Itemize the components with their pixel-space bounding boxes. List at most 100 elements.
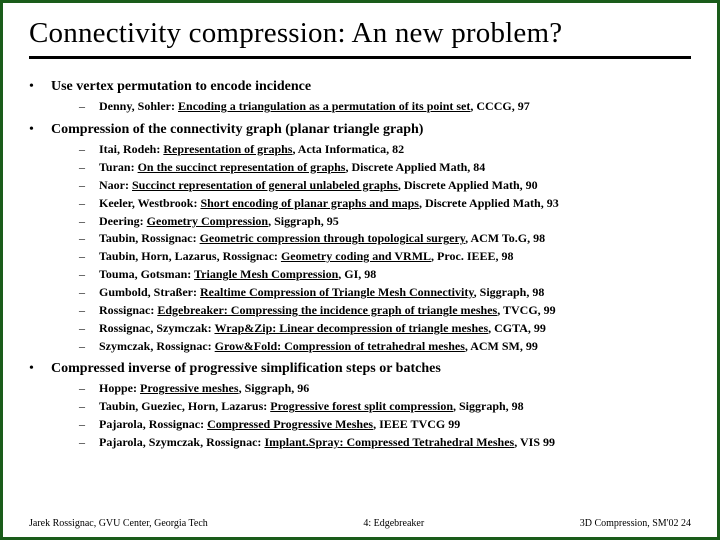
reference-text: Taubin, Gueziec, Horn, Lazarus: Progress… bbox=[99, 398, 691, 415]
ref-authors: Touma, Gotsman: bbox=[99, 267, 191, 281]
ref-authors: Pajarola, Rossignac: bbox=[99, 417, 204, 431]
reference-text: Denny, Sohler: Encoding a triangulation … bbox=[99, 98, 691, 115]
ref-title: Implant.Spray: Compressed Tetrahedral Me… bbox=[264, 435, 514, 449]
dash-icon: – bbox=[79, 248, 99, 265]
ref-authors: Taubin, Horn, Lazarus, Rossignac: bbox=[99, 249, 278, 263]
ref-title: Encoding a triangulation as a permutatio… bbox=[178, 99, 470, 113]
reference-text: Szymczak, Rossignac: Grow&Fold: Compress… bbox=[99, 338, 691, 355]
ref-venue: , CGTA, 99 bbox=[488, 321, 546, 335]
reference-text: Naor: Succinct representation of general… bbox=[99, 177, 691, 194]
dash-icon: – bbox=[79, 195, 99, 212]
dash-icon: – bbox=[79, 302, 99, 319]
reference-text: Taubin, Horn, Lazarus, Rossignac: Geomet… bbox=[99, 248, 691, 265]
ref-venue: , TVCG, 99 bbox=[497, 303, 555, 317]
reference-item: –Turan: On the succinct representation o… bbox=[29, 159, 691, 176]
ref-title: Geometric compression through topologica… bbox=[200, 231, 466, 245]
dash-icon: – bbox=[79, 266, 99, 283]
reference-text: Taubin, Rossignac: Geometric compression… bbox=[99, 230, 691, 247]
ref-venue: , Siggraph, 96 bbox=[239, 381, 310, 395]
dash-icon: – bbox=[79, 416, 99, 433]
ref-title: Succinct representation of general unlab… bbox=[132, 178, 398, 192]
slide-footer: Jarek Rossignac, GVU Center, Georgia Tec… bbox=[29, 518, 691, 529]
reference-item: –Touma, Gotsman: Triangle Mesh Compressi… bbox=[29, 266, 691, 283]
dash-icon: – bbox=[79, 398, 99, 415]
reference-text: Pajarola, Rossignac: Compressed Progress… bbox=[99, 416, 691, 433]
ref-venue: , Discrete Applied Math, 84 bbox=[345, 160, 485, 174]
reference-item: –Taubin, Rossignac: Geometric compressio… bbox=[29, 230, 691, 247]
ref-authors: Gumbold, Straßer: bbox=[99, 285, 197, 299]
reference-item: –Naor: Succinct representation of genera… bbox=[29, 177, 691, 194]
footer-right: 3D Compression, SM'02 24 bbox=[580, 518, 691, 529]
reference-text: Rossignac: Edgebreaker: Compressing the … bbox=[99, 302, 691, 319]
ref-authors: Itai, Rodeh: bbox=[99, 142, 160, 156]
ref-title: On the succinct representation of graphs bbox=[138, 160, 346, 174]
dash-icon: – bbox=[79, 98, 99, 115]
reference-text: Turan: On the succinct representation of… bbox=[99, 159, 691, 176]
ref-title: Grow&Fold: Compression of tetrahedral me… bbox=[215, 339, 465, 353]
reference-item: –Itai, Rodeh: Representation of graphs, … bbox=[29, 141, 691, 158]
reference-item: –Pajarola, Rossignac: Compressed Progres… bbox=[29, 416, 691, 433]
dash-icon: – bbox=[79, 284, 99, 301]
ref-authors: Taubin, Rossignac: bbox=[99, 231, 197, 245]
reference-item: –Rossignac: Edgebreaker: Compressing the… bbox=[29, 302, 691, 319]
bullet-icon: • bbox=[29, 359, 51, 379]
ref-authors: Naor: bbox=[99, 178, 129, 192]
ref-venue: , ACM To.G, 98 bbox=[465, 231, 545, 245]
ref-title: Short encoding of planar graphs and maps bbox=[200, 196, 419, 210]
section-heading: •Compressed inverse of progressive simpl… bbox=[29, 359, 691, 379]
ref-authors: Keeler, Westbrook: bbox=[99, 196, 197, 210]
reference-item: –Taubin, Horn, Lazarus, Rossignac: Geome… bbox=[29, 248, 691, 265]
reference-item: –Deering: Geometry Compression, Siggraph… bbox=[29, 213, 691, 230]
dash-icon: – bbox=[79, 338, 99, 355]
reference-text: Gumbold, Straßer: Realtime Compression o… bbox=[99, 284, 691, 301]
ref-title: Progressive meshes bbox=[140, 381, 239, 395]
reference-item: –Pajarola, Szymczak, Rossignac: Implant.… bbox=[29, 434, 691, 451]
reference-text: Pajarola, Szymczak, Rossignac: Implant.S… bbox=[99, 434, 691, 451]
reference-item: –Keeler, Westbrook: Short encoding of pl… bbox=[29, 195, 691, 212]
dash-icon: – bbox=[79, 434, 99, 451]
ref-title: Edgebreaker: Compressing the incidence g… bbox=[157, 303, 497, 317]
reference-item: –Gumbold, Straßer: Realtime Compression … bbox=[29, 284, 691, 301]
ref-venue: , Discrete Applied Math, 90 bbox=[398, 178, 538, 192]
reference-item: –Rossignac, Szymczak: Wrap&Zip: Linear d… bbox=[29, 320, 691, 337]
spacer bbox=[29, 59, 691, 73]
ref-authors: Taubin, Gueziec, Horn, Lazarus: bbox=[99, 399, 267, 413]
ref-venue: , ACM SM, 99 bbox=[465, 339, 538, 353]
ref-authors: Turan: bbox=[99, 160, 135, 174]
ref-title: Geometry Compression bbox=[147, 214, 268, 228]
ref-venue: , CCCG, 97 bbox=[470, 99, 529, 113]
dash-icon: – bbox=[79, 159, 99, 176]
ref-authors: Deering: bbox=[99, 214, 144, 228]
ref-authors: Rossignac: bbox=[99, 303, 154, 317]
ref-authors: Rossignac, Szymczak: bbox=[99, 321, 212, 335]
ref-venue: , Acta Informatica, 82 bbox=[292, 142, 404, 156]
ref-title: Wrap&Zip: Linear decompression of triang… bbox=[214, 321, 488, 335]
ref-title: Progressive forest split compression bbox=[270, 399, 453, 413]
bullet-icon: • bbox=[29, 120, 51, 140]
footer-center: 4: Edgebreaker bbox=[363, 518, 424, 529]
reference-text: Itai, Rodeh: Representation of graphs, A… bbox=[99, 141, 691, 158]
section-heading-text: Compression of the connectivity graph (p… bbox=[51, 120, 691, 140]
dash-icon: – bbox=[79, 213, 99, 230]
ref-authors: Pajarola, Szymczak, Rossignac: bbox=[99, 435, 261, 449]
ref-venue: , IEEE TVCG 99 bbox=[373, 417, 460, 431]
reference-item: –Denny, Sohler: Encoding a triangulation… bbox=[29, 98, 691, 115]
ref-venue: , GI, 98 bbox=[338, 267, 376, 281]
footer-left: Jarek Rossignac, GVU Center, Georgia Tec… bbox=[29, 518, 208, 529]
reference-text: Touma, Gotsman: Triangle Mesh Compressio… bbox=[99, 266, 691, 283]
dash-icon: – bbox=[79, 141, 99, 158]
section-heading: •Use vertex permutation to encode incide… bbox=[29, 77, 691, 97]
dash-icon: – bbox=[79, 320, 99, 337]
reference-text: Hoppe: Progressive meshes, Siggraph, 96 bbox=[99, 380, 691, 397]
section-heading-text: Compressed inverse of progressive simpli… bbox=[51, 359, 691, 379]
ref-venue: , Discrete Applied Math, 93 bbox=[419, 196, 559, 210]
reference-item: –Hoppe: Progressive meshes, Siggraph, 96 bbox=[29, 380, 691, 397]
ref-venue: , Siggraph, 98 bbox=[474, 285, 545, 299]
content-body: •Use vertex permutation to encode incide… bbox=[29, 77, 691, 452]
ref-venue: , Proc. IEEE, 98 bbox=[431, 249, 513, 263]
dash-icon: – bbox=[79, 380, 99, 397]
bullet-icon: • bbox=[29, 77, 51, 97]
ref-venue: , VIS 99 bbox=[514, 435, 555, 449]
reference-item: –Taubin, Gueziec, Horn, Lazarus: Progres… bbox=[29, 398, 691, 415]
ref-title: Triangle Mesh Compression bbox=[194, 267, 338, 281]
